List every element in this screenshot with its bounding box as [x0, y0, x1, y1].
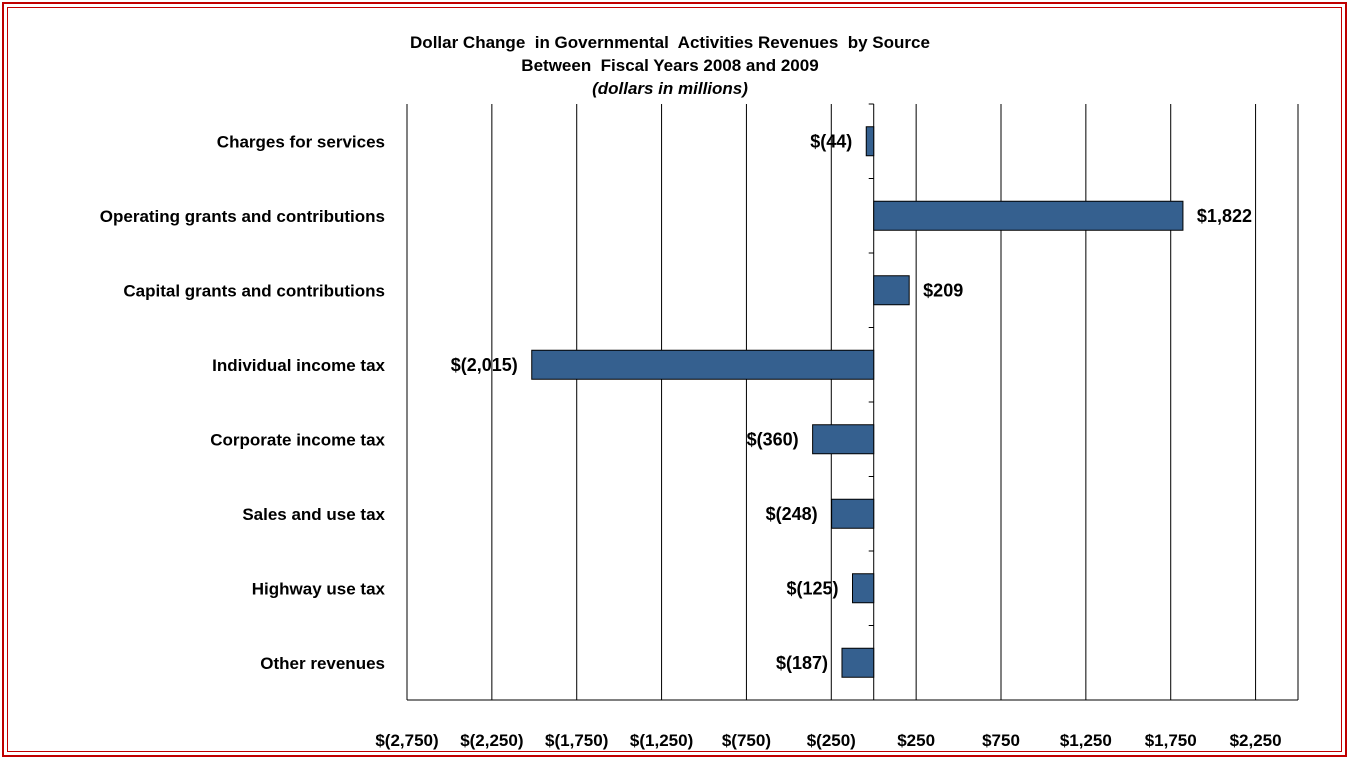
x-tick-label: $1,250	[1060, 731, 1112, 750]
bar	[831, 498, 875, 529]
bar	[852, 573, 875, 604]
category-label: Charges for services	[217, 132, 385, 151]
gridlines	[406, 104, 1299, 700]
bar	[841, 647, 875, 678]
x-tick-label: $2,250	[1230, 731, 1282, 750]
x-tick-label: $750	[982, 731, 1020, 750]
x-tick-label: $(250)	[807, 731, 856, 750]
x-tick-label: $(750)	[722, 731, 771, 750]
data-label: $(248)	[766, 504, 818, 524]
category-label: Highway use tax	[252, 579, 386, 598]
category-label: Individual income tax	[212, 356, 385, 375]
data-label: $(44)	[810, 131, 852, 151]
category-label: Corporate income tax	[210, 430, 385, 449]
bar	[865, 126, 875, 157]
x-tick-label: $(1,750)	[545, 731, 608, 750]
data-label: $(187)	[776, 653, 828, 673]
tick-labels: $(2,750) $(2,250) $(1,750) $(1,250) $(750) $(…	[375, 731, 1281, 750]
chart-title: Dollar Change in Governmental Activities…	[410, 33, 930, 52]
category-labels: Charges for services Operating grants and…	[100, 132, 386, 673]
x-tick-label: $(2,250)	[460, 731, 523, 750]
category-label: Other revenues	[260, 654, 385, 673]
x-tick-label: $250	[897, 731, 935, 750]
data-label: $(360)	[747, 429, 799, 449]
category-label: Sales and use tax	[242, 505, 385, 524]
data-label: $1,822	[1197, 206, 1252, 226]
category-label: Capital grants and contributions	[123, 281, 385, 300]
data-label: $(125)	[786, 578, 838, 598]
inner-frame	[7, 7, 1342, 752]
x-tick-label: $(1,250)	[630, 731, 693, 750]
data-label: $(2,015)	[451, 355, 518, 375]
category-label: Operating grants and contributions	[100, 207, 385, 226]
data-labels: $(44) $1,822 $209 $(2,015) $(360) $(248) $(125…	[451, 131, 1252, 673]
data-label: $209	[923, 280, 963, 300]
x-tick-label: $1,750	[1145, 731, 1197, 750]
chart-subtitle: Between Fiscal Years 2008 and 2009	[521, 56, 818, 75]
bar	[873, 200, 1184, 231]
x-tick-label: $(2,750)	[375, 731, 438, 750]
chart-unit-note: (dollars in millions)	[592, 79, 748, 98]
bar	[873, 275, 910, 306]
bars	[531, 126, 1184, 678]
axis-lines	[407, 103, 1298, 701]
bar	[531, 349, 875, 380]
bar	[812, 424, 875, 455]
